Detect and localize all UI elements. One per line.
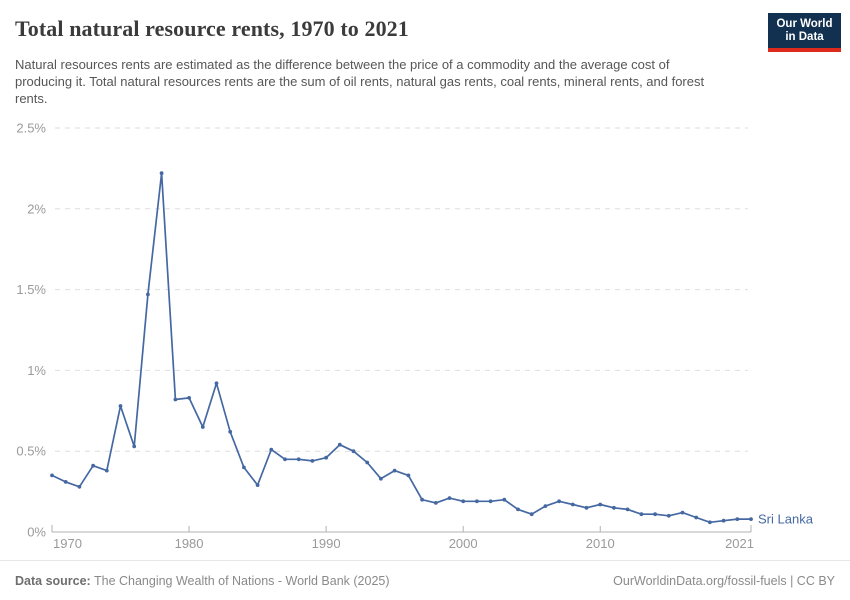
data-point-1984[interactable] [242, 465, 246, 470]
data-point-1995[interactable] [392, 468, 397, 473]
data-point-1997[interactable] [420, 497, 424, 502]
x-tick-label: 1970 [53, 536, 82, 551]
owid-logo[interactable]: Our World in Data [768, 13, 841, 52]
chart-subtitle: Natural resources rents are estimated as… [15, 57, 705, 106]
data-source: Data source: The Changing Wealth of Nati… [15, 574, 390, 588]
data-point-2020[interactable] [735, 517, 740, 521]
chart-footer: Data source: The Changing Wealth of Nati… [0, 560, 850, 600]
data-point-2007[interactable] [557, 499, 561, 504]
data-point-1981[interactable] [200, 425, 205, 429]
data-point-2009[interactable] [584, 505, 589, 510]
line-chart-canvas[interactable]: 0% 0.5% 1% 1.5% 2% 2.5% 1970 1980 1990 2000 2010 20… [0, 115, 850, 565]
x-tick-label: 2000 [449, 536, 478, 551]
data-point-2004[interactable] [516, 507, 520, 512]
series-label-sri-lanka[interactable]: Sri Lanka [758, 512, 814, 527]
data-point-2015[interactable] [666, 513, 671, 518]
data-point-1978[interactable] [159, 171, 164, 176]
data-point-1970[interactable] [50, 473, 54, 478]
data-point-1977[interactable] [146, 292, 150, 297]
data-point-1992[interactable] [351, 449, 356, 454]
data-point-2016[interactable] [680, 510, 685, 515]
data-source-text: The Changing Wealth of Nations - World B… [90, 573, 390, 588]
data-point-2006[interactable] [543, 504, 548, 508]
data-point-2021[interactable] [749, 517, 753, 521]
data-point-1976[interactable] [132, 444, 137, 449]
page-title: Total natural resource rents, 1970 to 20… [15, 16, 409, 41]
data-point-1983[interactable] [228, 429, 233, 434]
y-tick-label: 2.5% [16, 121, 46, 136]
y-tick-label: 0.5% [16, 444, 46, 459]
data-source-label: Data source: [15, 573, 91, 588]
x-tick-label: 1990 [312, 536, 341, 551]
data-point-1975[interactable] [118, 404, 123, 408]
x-tick-label: 1980 [175, 536, 204, 551]
data-point-2012[interactable] [625, 507, 630, 512]
data-point-1994[interactable] [379, 476, 383, 481]
y-tick-label: 2% [27, 201, 46, 216]
y-tick-label: 1% [27, 363, 46, 378]
data-point-1998[interactable] [433, 501, 438, 505]
data-point-1990[interactable] [324, 455, 328, 460]
data-point-2002[interactable] [488, 499, 493, 504]
data-point-1980[interactable] [187, 396, 192, 400]
data-point-1985[interactable] [255, 483, 260, 487]
data-point-2014[interactable] [653, 512, 657, 517]
data-point-1996[interactable] [406, 473, 411, 478]
data-point-1999[interactable] [447, 496, 452, 500]
data-point-1991[interactable] [337, 442, 342, 447]
data-point-2011[interactable] [612, 505, 616, 510]
data-point-1989[interactable] [310, 459, 315, 463]
data-point-1982[interactable] [214, 381, 219, 386]
data-point-1988[interactable] [296, 457, 301, 462]
data-point-2010[interactable] [598, 502, 603, 507]
owid-logo-line1: Our World [776, 17, 833, 30]
data-point-2005[interactable] [529, 512, 534, 517]
footer-link-license[interactable]: OurWorldinData.org/fossil-fuels | CC BY [613, 573, 835, 588]
data-point-1986[interactable] [269, 447, 274, 452]
data-point-1972[interactable] [77, 484, 82, 489]
series-line-sri-lanka[interactable] [51, 172, 752, 524]
owid-logo-text: Our World in Data [768, 13, 841, 48]
y-tick-label: 1.5% [16, 282, 46, 297]
data-point-1973[interactable] [91, 463, 95, 468]
data-point-2017[interactable] [694, 515, 699, 520]
data-point-1971[interactable] [63, 480, 68, 484]
data-point-1993[interactable] [365, 460, 370, 465]
owid-logo-red-bar [768, 48, 841, 52]
owid-logo-line2: in Data [785, 30, 824, 43]
data-point-2003[interactable] [502, 497, 507, 502]
data-point-2008[interactable] [570, 502, 575, 507]
x-tick-label: 2021 [725, 536, 754, 551]
data-point-2001[interactable] [475, 499, 479, 504]
data-point-1987[interactable] [283, 457, 287, 462]
data-point-2018[interactable] [708, 520, 712, 525]
data-point-2000[interactable] [461, 499, 466, 504]
x-tick-label: 2010 [586, 536, 615, 551]
chart-plot-area[interactable]: 0% 0.5% 1% 1.5% 2% 2.5% 1970 1980 1990 2000 2010 20… [0, 115, 850, 565]
data-point-1974[interactable] [104, 468, 109, 473]
data-point-1979[interactable] [173, 397, 178, 402]
data-point-2019[interactable] [721, 518, 726, 523]
data-point-2013[interactable] [639, 512, 644, 517]
y-tick-label: 0% [27, 525, 46, 540]
